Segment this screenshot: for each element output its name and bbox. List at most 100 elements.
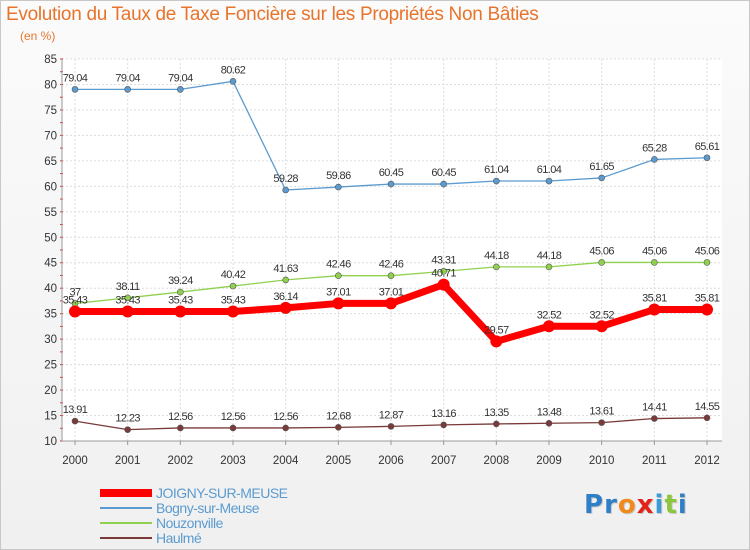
point-bogny-sur-meuse (440, 180, 447, 188)
point-nouzonville (493, 263, 500, 271)
point-haulme (229, 424, 237, 432)
y-tick-label: 55 (44, 207, 57, 219)
data-label-bogny-sur-meuse: 79.04 (168, 72, 193, 84)
data-label-nouzonville: 45.06 (695, 245, 720, 257)
logo-letter: P (584, 490, 605, 520)
data-label-bogny-sur-meuse: 65.28 (642, 142, 667, 154)
point-bogny-sur-meuse (651, 156, 658, 163)
y-tick-label: 80 (44, 79, 57, 91)
point-joigny-sur-meuse (121, 305, 134, 318)
y-tick-label: 30 (44, 334, 57, 346)
data-label-joigny-sur-meuse: 35.81 (642, 293, 667, 305)
point-joigny-sur-meuse (437, 278, 450, 291)
data-label-joigny-sur-meuse: 32.52 (537, 309, 562, 321)
data-label-joigny-sur-meuse: 40.71 (431, 268, 456, 280)
data-label-nouzonville: 44.18 (537, 250, 562, 262)
data-label-bogny-sur-meuse: 60.45 (379, 167, 404, 179)
point-joigny-sur-meuse (490, 335, 503, 348)
x-tick-label: 2009 (536, 455, 562, 467)
logo-letter: t (664, 490, 678, 520)
data-label-bogny-sur-meuse: 80.62 (221, 64, 246, 76)
point-bogny-sur-meuse (282, 186, 289, 194)
x-tick-label: 2008 (484, 455, 510, 467)
axis-layer: 10 15 20 25 30 35 40 45 50 55 60 65 70 75 80 85 2000 2001… (44, 54, 722, 467)
point-haulme (335, 424, 342, 431)
legend-item-haulme: Haulmé (100, 530, 360, 546)
data-label-haulme: 13.35 (484, 407, 509, 419)
legend-label: Nouzonville (156, 515, 223, 531)
point-haulme (440, 421, 447, 429)
data-label-haulme: 13.61 (589, 406, 614, 418)
x-tick-label: 2006 (378, 455, 404, 467)
data-label-joigny-sur-meuse: 29.57 (484, 324, 509, 336)
point-nouzonville (229, 282, 237, 290)
point-bogny-sur-meuse (493, 177, 500, 185)
x-tick-label: 2010 (589, 455, 615, 467)
legend-label: JOIGNY-SUR-MEUSE (156, 485, 288, 501)
x-tick-label: 2011 (642, 455, 667, 467)
point-haulme (545, 419, 553, 427)
point-bogny-sur-meuse (177, 86, 184, 93)
point-joigny-sur-meuse (648, 303, 661, 316)
point-joigny-sur-meuse (227, 305, 239, 318)
data-label-bogny-sur-meuse: 65.61 (695, 141, 720, 153)
point-joigny-sur-meuse (174, 305, 187, 318)
data-label-nouzonville: 41.63 (273, 263, 298, 275)
data-label-nouzonville: 42.46 (326, 259, 351, 271)
y-tick-label: 75 (44, 105, 57, 117)
point-joigny-sur-meuse (595, 320, 608, 333)
y-tick-label: 25 (44, 360, 57, 372)
logo-letter: i (654, 490, 665, 520)
point-nouzonville (651, 259, 658, 266)
data-label-joigny-sur-meuse: 32.52 (589, 309, 614, 321)
data-label-haulme: 12.56 (221, 411, 246, 423)
proxiti-logo: Proxiti (584, 490, 688, 520)
data-label-joigny-sur-meuse: 35.43 (115, 294, 140, 306)
plot-area (62, 59, 722, 441)
data-label-haulme: 12.56 (168, 411, 193, 423)
legend-swatch (100, 522, 152, 524)
data-label-nouzonville: 45.06 (589, 245, 614, 257)
chart-subtitle: (en %) (20, 29, 56, 43)
point-nouzonville (335, 272, 342, 279)
point-joigny-sur-meuse (385, 297, 397, 310)
point-haulme (493, 420, 500, 428)
series-layer (69, 78, 713, 433)
point-nouzonville (545, 263, 553, 271)
y-tick-label: 60 (44, 181, 57, 193)
grid-layer (62, 58, 722, 442)
point-joigny-sur-meuse (543, 320, 555, 333)
chart-title: Evolution du Taux de Taxe Foncière sur l… (6, 4, 539, 25)
data-label-nouzonville: 37 (69, 286, 81, 298)
point-nouzonville (598, 259, 605, 266)
legend-label: Haulmé (156, 530, 202, 546)
y-tick-label: 20 (44, 385, 57, 397)
point-nouzonville (387, 272, 395, 279)
data-label-nouzonville: 39.24 (168, 275, 193, 287)
y-tick-label: 10 (44, 436, 57, 448)
y-tick-label: 70 (44, 130, 57, 142)
data-label-nouzonville: 38.11 (116, 281, 140, 293)
x-tick-label: 2004 (273, 455, 299, 467)
data-label-bogny-sur-meuse: 61.65 (589, 161, 614, 173)
point-haulme (124, 426, 131, 433)
point-haulme (598, 419, 605, 426)
data-label-bogny-sur-meuse: 79.04 (115, 72, 140, 84)
legend-swatch (100, 537, 152, 539)
data-label-haulme: 12.68 (326, 410, 351, 422)
point-bogny-sur-meuse (124, 86, 131, 93)
x-tick-label: 2012 (694, 455, 720, 467)
data-label-nouzonville: 42.46 (379, 259, 404, 271)
data-label-nouzonville: 40.42 (221, 269, 246, 281)
data-label-nouzonville: 43.31 (431, 254, 456, 266)
point-bogny-sur-meuse (335, 183, 342, 191)
point-bogny-sur-meuse (71, 86, 79, 93)
data-label-haulme: 12.56 (273, 411, 298, 423)
x-tick-label: 2002 (168, 455, 194, 467)
point-haulme (282, 424, 289, 432)
data-label-haulme: 13.48 (537, 406, 562, 418)
logo-letter: i (677, 490, 688, 520)
point-haulme (651, 415, 658, 422)
legend-swatch (100, 489, 152, 497)
logo-letter: o (617, 490, 637, 520)
